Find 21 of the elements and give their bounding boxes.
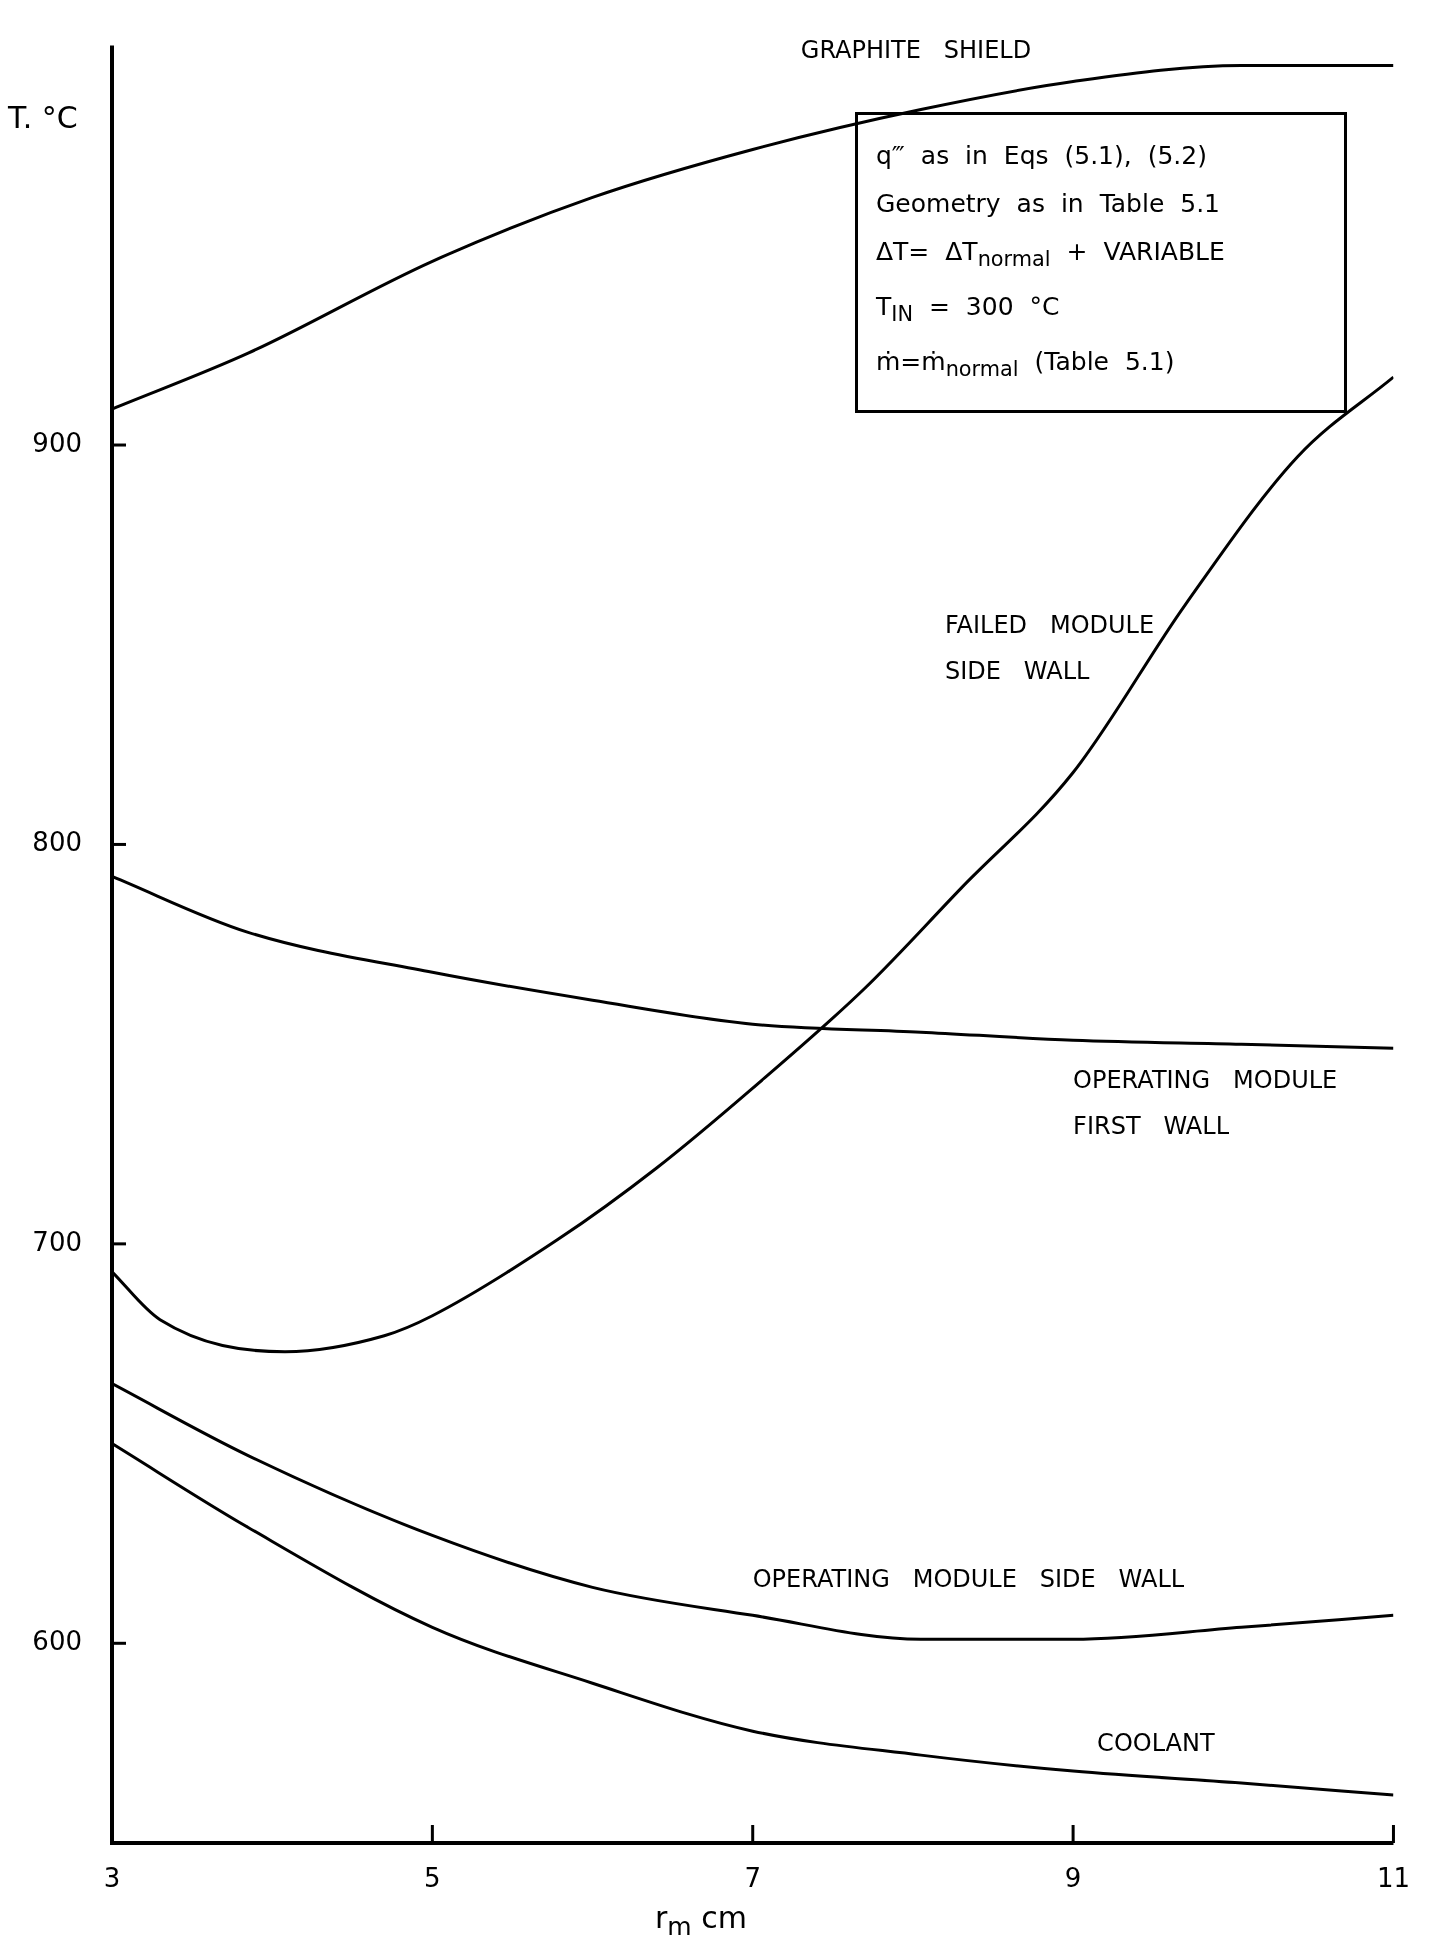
y-tick-label: 900 bbox=[32, 427, 82, 458]
x-tick-label: 9 bbox=[1064, 1863, 1082, 1894]
series-label: OPERATING MODULE FIRST WALL bbox=[1073, 1066, 1338, 1141]
y-tick-label: 600 bbox=[32, 1626, 82, 1657]
x-tick-label: 3 bbox=[103, 1863, 121, 1894]
x-tick-label: 11 bbox=[1376, 1863, 1410, 1894]
annotation: q‴ as in Eqs (5.1), (5.2) bbox=[876, 141, 1208, 171]
series-label: COOLANT bbox=[1097, 1729, 1215, 1758]
annotation: ṁ=ṁ$_{normal}$ (Table 5.1) bbox=[876, 347, 1176, 383]
x-axis-title: r$_{m}$ cm bbox=[655, 1900, 747, 1941]
y-axis-title: T. °C bbox=[8, 100, 78, 135]
annotation: T$_{IN}$ = 300 °C bbox=[876, 292, 1061, 328]
x-tick-label: 5 bbox=[424, 1863, 441, 1894]
series-label: OPERATING MODULE SIDE WALL bbox=[752, 1565, 1185, 1594]
annotation: ΔT= ΔT$_{normal}$ + VARIABLE bbox=[876, 237, 1226, 273]
series-label: FAILED MODULE SIDE WALL bbox=[944, 610, 1155, 685]
series-label: GRAPHITE SHIELD bbox=[800, 35, 1032, 64]
y-tick-label: 800 bbox=[32, 827, 82, 858]
y-tick-label: 700 bbox=[32, 1226, 82, 1257]
annotation: Geometry as in Table 5.1 bbox=[876, 189, 1221, 219]
x-tick-label: 7 bbox=[744, 1863, 761, 1894]
